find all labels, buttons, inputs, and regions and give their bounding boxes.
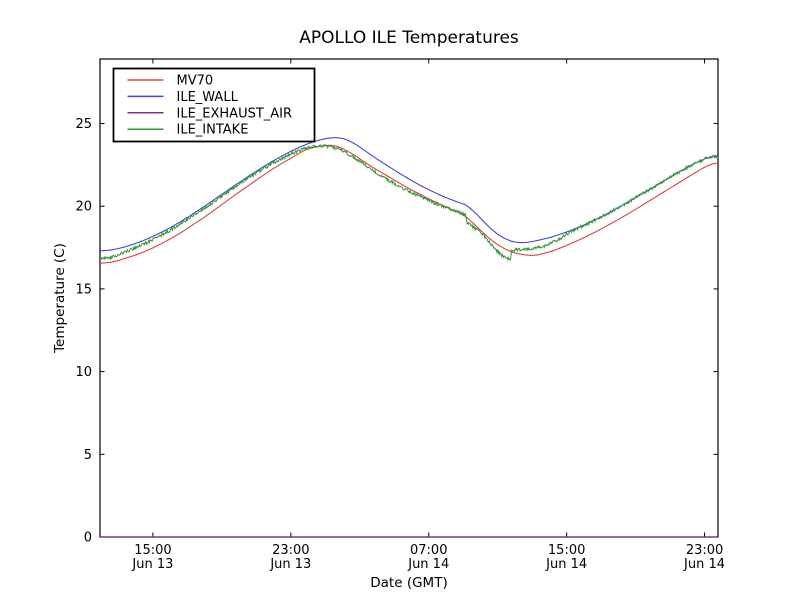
legend-label-ILE_INTAKE: ILE_INTAKE	[177, 123, 249, 138]
x-tick-label-time: 23:00	[272, 543, 309, 558]
x-tick-label-time: 15:00	[134, 543, 171, 558]
x-tick-label-time: 07:00	[410, 543, 447, 558]
y-tick-label: 15	[75, 282, 92, 297]
y-tick-label: 0	[84, 531, 92, 546]
y-tick-label: 20	[75, 200, 92, 215]
series-line-MV70	[100, 144, 718, 264]
series-line-ILE_WALL	[100, 137, 718, 252]
chart-title: APOLLO ILE Temperatures	[299, 28, 519, 48]
x-tick-label-date: Jun 14	[545, 557, 587, 572]
y-axis-label: Temperature (C)	[52, 243, 68, 354]
x-tick-label-date: Jun 13	[131, 557, 173, 572]
x-axis-label: Date (GMT)	[370, 575, 447, 591]
series-line-ILE_INTAKE	[100, 143, 718, 262]
y-tick-label: 5	[84, 448, 92, 463]
legend-label-ILE_WALL: ILE_WALL	[177, 90, 239, 105]
series-group	[100, 137, 718, 538]
x-tick-label-date: Jun 14	[407, 557, 449, 572]
legend-label-MV70: MV70	[177, 74, 214, 89]
y-tick-label: 25	[75, 117, 92, 132]
x-tick-label-time: 15:00	[548, 543, 585, 558]
x-tick-label-time: 23:00	[686, 543, 723, 558]
x-tick-label-date: Jun 13	[269, 557, 311, 572]
y-tick-label: 10	[75, 365, 92, 380]
legend-label-ILE_EXHAUST_AIR: ILE_EXHAUST_AIR	[177, 106, 293, 121]
x-tick-label-date: Jun 14	[683, 557, 725, 572]
